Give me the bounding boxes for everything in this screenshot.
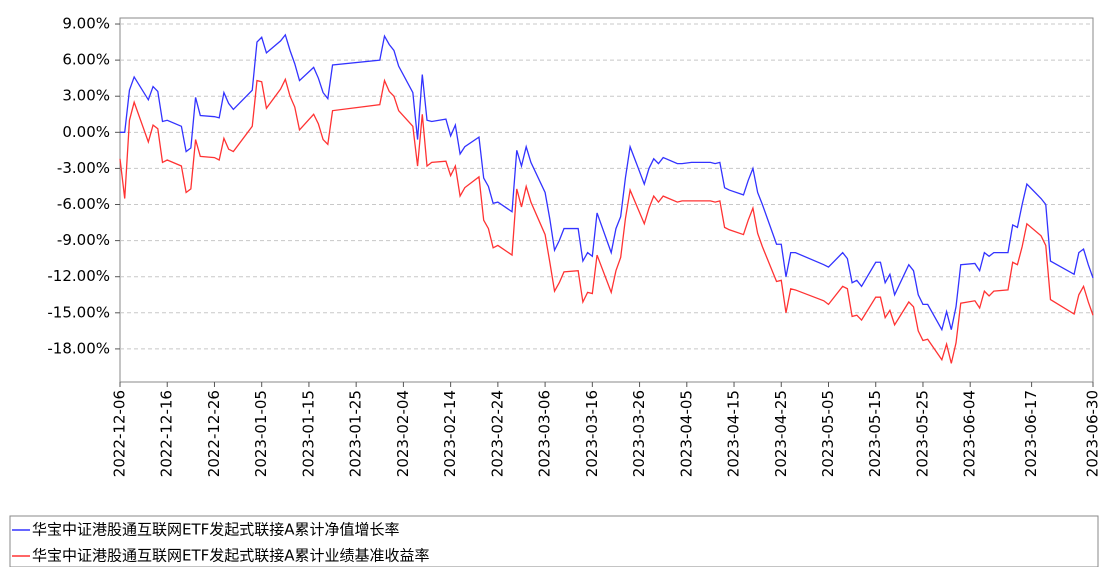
x-tick-label: 2023-01-15 (299, 390, 317, 477)
x-tick-label: 2023-04-05 (677, 390, 695, 477)
y-tick-label: -9.00% (57, 231, 110, 249)
x-tick-label: 2023-04-15 (725, 390, 743, 477)
legend-label: 华宝中证港股通互联网ETF发起式联接A累计业绩基准收益率 (32, 547, 430, 565)
y-tick-label: 0.00% (62, 123, 110, 141)
legend-box (9, 515, 1099, 567)
x-tick-label: 2023-05-15 (866, 390, 884, 477)
x-tick-label: 2023-05-25 (913, 390, 931, 477)
x-tick-label: 2023-02-04 (394, 390, 412, 477)
x-tick-label: 2023-03-16 (583, 390, 601, 477)
x-tick-label: 2023-01-25 (347, 390, 365, 477)
y-tick-label: -12.00% (47, 267, 110, 285)
plot-frame (119, 17, 1094, 383)
x-tick-label: 2023-05-05 (819, 390, 837, 477)
series-line (119, 77, 1094, 364)
x-tick-label: 2023-03-26 (630, 390, 648, 477)
y-tick-label: -6.00% (57, 195, 110, 213)
x-tick-label: 2023-02-14 (441, 390, 459, 477)
x-tick-label: 2022-12-26 (205, 390, 223, 477)
y-tick-label: 6.00% (62, 51, 110, 69)
x-tick-label: 2023-04-25 (772, 390, 790, 477)
y-tick-label: 9.00% (62, 15, 110, 33)
y-tick-label: -15.00% (47, 303, 110, 321)
x-tick-label: 2023-06-04 (961, 390, 979, 477)
series-line (120, 33, 1094, 332)
legend-label: 华宝中证港股通互联网ETF发起式联接A累计净值增长率 (32, 521, 400, 539)
x-tick-label: 2023-03-06 (536, 390, 554, 477)
x-tick-label: 2023-01-05 (252, 390, 270, 477)
y-tick-label: -18.00% (47, 339, 110, 357)
x-tick-label: 2023-02-24 (488, 390, 506, 477)
x-tick-label: 2022-12-06 (111, 390, 129, 477)
x-tick-label: 2022-12-16 (158, 390, 176, 477)
y-tick-label: 3.00% (62, 87, 110, 105)
x-tick-label: 2023-06-17 (1022, 390, 1040, 477)
y-tick-label: -3.00% (57, 159, 110, 177)
x-tick-label: 2023-06-30 (1084, 390, 1100, 477)
